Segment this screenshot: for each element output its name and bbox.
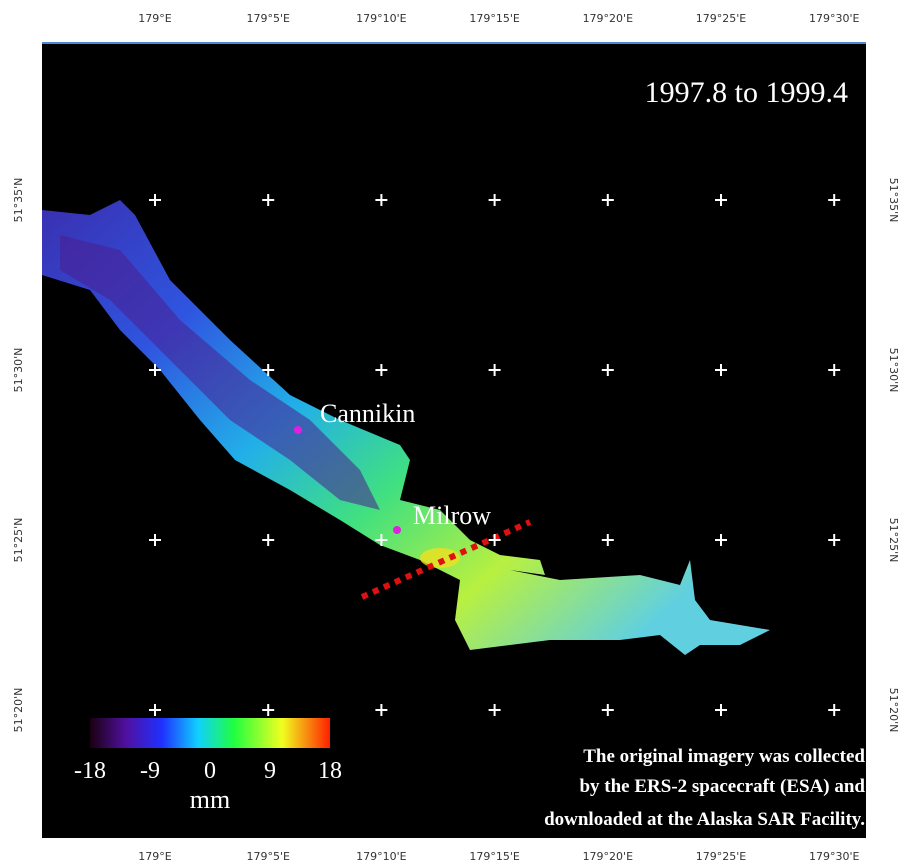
grid-cross bbox=[601, 194, 614, 206]
island-spine bbox=[60, 235, 380, 510]
grid-cross bbox=[828, 534, 841, 546]
grid-cross bbox=[262, 194, 275, 206]
grid-cross bbox=[375, 194, 388, 206]
grid-cross bbox=[601, 364, 614, 376]
grid-cross bbox=[375, 364, 388, 376]
grid-cross bbox=[828, 364, 841, 376]
grid-cross bbox=[149, 364, 161, 376]
longitude-label: 179°30'E bbox=[809, 850, 860, 863]
colorbar-tick-label: -9 bbox=[140, 758, 160, 784]
credit-line: The original imagery was collected bbox=[583, 746, 865, 767]
latitude-label: 51°30'N bbox=[12, 348, 25, 393]
grid-cross bbox=[601, 704, 614, 716]
grid-cross bbox=[488, 364, 501, 376]
latitude-label: 51°25'N bbox=[887, 518, 900, 563]
grid-cross bbox=[262, 534, 275, 546]
place-label: Milrow bbox=[413, 501, 491, 530]
longitude-label: 179°5'E bbox=[246, 850, 290, 863]
longitude-label: 179°5'E bbox=[246, 12, 290, 25]
colorbar bbox=[90, 718, 330, 748]
colorbar-tick-label: 9 bbox=[264, 758, 276, 784]
place-label: Cannikin bbox=[320, 399, 415, 428]
latitude-label: 51°20'N bbox=[887, 688, 900, 733]
credit-line: by the ERS-2 spacecraft (ESA) and bbox=[579, 776, 865, 797]
grid-cross bbox=[828, 704, 841, 716]
credit-line: downloaded at the Alaska SAR Facility. bbox=[544, 809, 865, 830]
grid-cross bbox=[262, 704, 275, 716]
longitude-label: 179°20'E bbox=[583, 12, 634, 25]
grid-cross bbox=[715, 194, 727, 206]
colorbar-tick-label: -18 bbox=[74, 758, 106, 784]
grid-cross bbox=[715, 364, 727, 376]
colorbar-tick-label: 0 bbox=[204, 758, 216, 784]
grid-cross bbox=[375, 534, 388, 546]
latitude-label: 51°25'N bbox=[12, 518, 25, 563]
colorbar-tick-label: 18 bbox=[318, 758, 342, 784]
grid-cross bbox=[488, 704, 501, 716]
grid-cross bbox=[149, 194, 161, 206]
longitude-label: 179°E bbox=[138, 12, 171, 25]
grid-cross bbox=[488, 534, 501, 546]
grid-cross bbox=[828, 194, 841, 206]
grid-cross bbox=[488, 194, 501, 206]
longitude-label: 179°10'E bbox=[356, 850, 407, 863]
grid-cross bbox=[601, 534, 614, 546]
longitude-label: 179°E bbox=[138, 850, 171, 863]
longitude-label: 179°15'E bbox=[469, 12, 520, 25]
grid-cross bbox=[715, 704, 727, 716]
grid-cross bbox=[149, 534, 161, 546]
grid-cross bbox=[262, 364, 275, 376]
milrow-site bbox=[393, 526, 401, 534]
uplift-spot bbox=[420, 548, 460, 568]
latitude-label: 51°35'N bbox=[12, 178, 25, 223]
longitude-label: 179°25'E bbox=[696, 12, 747, 25]
latitude-label: 51°30'N bbox=[887, 348, 900, 393]
map-title: 1997.8 to 1999.4 bbox=[645, 76, 848, 109]
grid-cross bbox=[149, 704, 161, 716]
latitude-label: 51°20'N bbox=[12, 688, 25, 733]
longitude-label: 179°20'E bbox=[583, 850, 634, 863]
map-frame bbox=[42, 43, 866, 838]
island bbox=[42, 200, 770, 655]
longitude-label: 179°30'E bbox=[809, 12, 860, 25]
grid-cross bbox=[715, 534, 727, 546]
longitude-label: 179°25'E bbox=[696, 850, 747, 863]
cannikin-site bbox=[294, 426, 302, 434]
longitude-label: 179°15'E bbox=[469, 850, 520, 863]
grid-cross bbox=[375, 704, 388, 716]
longitude-label: 179°10'E bbox=[356, 12, 407, 25]
colorbar-unit: mm bbox=[190, 785, 230, 814]
latitude-label: 51°35'N bbox=[887, 178, 900, 223]
